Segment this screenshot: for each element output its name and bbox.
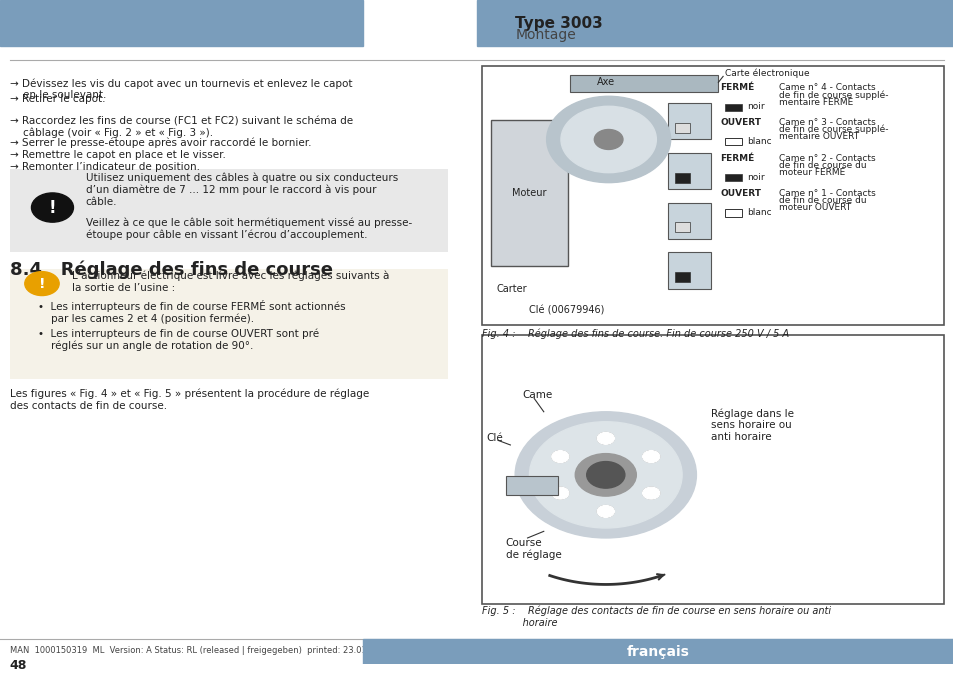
Text: Type 3003: Type 3003	[515, 15, 602, 31]
Bar	[724, 104, 741, 111]
Bar	[724, 209, 741, 217]
Text: Clé: Clé	[486, 433, 503, 444]
Bar	[675, 173, 689, 182]
Text: Réglage dans le
sens horaire ou
anti horaire: Réglage dans le sens horaire ou anti hor…	[710, 409, 793, 442]
Text: noir: noir	[746, 173, 763, 182]
Text: Came n° 2 - Contacts: Came n° 2 - Contacts	[779, 153, 875, 163]
Bar	[570, 75, 718, 92]
Circle shape	[25, 272, 59, 295]
Text: de fin de course supplé-: de fin de course supplé-	[779, 90, 888, 100]
Text: blanc: blanc	[746, 208, 771, 217]
Text: Clé (00679946): Clé (00679946)	[529, 306, 604, 316]
Circle shape	[515, 412, 696, 538]
Text: Utilisez uniquement des câbles à quatre ou six conducteurs
d’un diamètre de 7 ..: Utilisez uniquement des câbles à quatre …	[86, 173, 397, 207]
Circle shape	[597, 432, 614, 444]
Text: moteur OUVERT: moteur OUVERT	[779, 203, 851, 213]
Text: mentaire OUVERT: mentaire OUVERT	[779, 133, 859, 141]
Circle shape	[594, 129, 622, 149]
Text: Came n° 1 - Contacts: Came n° 1 - Contacts	[779, 188, 875, 198]
Bar	[362, 639, 953, 664]
FancyBboxPatch shape	[481, 67, 943, 326]
Text: MAN  1000150319  ML  Version: A Status: RL (released | freigegeben)  printed: 23: MAN 1000150319 ML Version: A Status: RL …	[10, 646, 390, 656]
Text: → Raccordez les fins de course (FC1 et FC2) suivant le schéma de
    câblage (vo: → Raccordez les fins de course (FC1 et F…	[10, 116, 353, 139]
Bar	[505, 476, 558, 495]
Text: Carter: Carter	[496, 284, 526, 294]
FancyBboxPatch shape	[10, 269, 448, 379]
Text: → Retirer le capot.: → Retirer le capot.	[10, 94, 105, 104]
Text: L’actionneur électrique est livré avec les réglages suivants à
la sortie de l’us: L’actionneur électrique est livré avec l…	[71, 271, 389, 293]
Text: blanc: blanc	[746, 137, 771, 146]
Text: Course
de réglage: Course de réglage	[505, 538, 560, 560]
Text: Fig. 5 :    Réglage des contacts de fin de course en sens horaire ou anti
      : Fig. 5 : Réglage des contacts de fin de …	[481, 606, 830, 628]
Text: Moteur: Moteur	[512, 188, 546, 198]
Text: OUVERT: OUVERT	[720, 188, 760, 198]
Circle shape	[642, 487, 659, 499]
Text: !: !	[39, 277, 45, 291]
Text: Montage: Montage	[515, 28, 576, 42]
Bar	[667, 203, 710, 239]
Bar	[0, 0, 362, 46]
Bar	[675, 123, 689, 133]
Text: → Dévissez les vis du capot avec un tournevis et enlevez le capot
    en le soul: → Dévissez les vis du capot avec un tour…	[10, 78, 352, 100]
Text: FLUID CONTROL SYSTEMS: FLUID CONTROL SYSTEMS	[132, 34, 231, 43]
FancyBboxPatch shape	[481, 335, 943, 604]
Circle shape	[586, 462, 624, 488]
Bar	[675, 223, 689, 232]
Text: de fin de course du: de fin de course du	[779, 196, 866, 205]
Circle shape	[560, 106, 656, 173]
Text: Came n° 3 - Contacts: Came n° 3 - Contacts	[779, 118, 875, 127]
Bar	[491, 120, 567, 266]
Circle shape	[551, 487, 568, 499]
Text: OUVERT: OUVERT	[720, 118, 760, 127]
Bar	[667, 252, 710, 289]
Text: de fin de course supplé-: de fin de course supplé-	[779, 125, 888, 134]
Text: → Serrer le presse-étoupe après avoir raccordé le bornier.: → Serrer le presse-étoupe après avoir ra…	[10, 137, 311, 148]
Bar	[724, 174, 741, 181]
Bar	[667, 103, 710, 139]
Text: bürkert: bürkert	[134, 18, 228, 38]
Text: Veillez à ce que le câble soit hermétiquement vissé au presse-
étoupe pour câble: Veillez à ce que le câble soit hermétiqu…	[86, 217, 412, 240]
Text: FERMÉ: FERMÉ	[720, 83, 754, 92]
Text: → Remettre le capot en place et le visser.: → Remettre le capot en place et le visse…	[10, 150, 225, 160]
Bar	[724, 138, 741, 145]
Circle shape	[546, 96, 670, 182]
Text: Les figures « Fig. 4 » et « Fig. 5 » présentent la procédure de réglage
des cont: Les figures « Fig. 4 » et « Fig. 5 » pré…	[10, 388, 369, 411]
Text: mentaire FERMÉ: mentaire FERMÉ	[779, 98, 853, 107]
Text: · · · ·: · · · ·	[159, 16, 180, 26]
Text: Fig. 4 :    Réglage des fins de course. Fin de course 250 V / 5 A: Fig. 4 : Réglage des fins de course. Fin…	[481, 328, 788, 339]
Text: Carte électronique: Carte électronique	[724, 69, 809, 79]
Circle shape	[551, 451, 568, 462]
Text: de fin de course du: de fin de course du	[779, 161, 866, 170]
Text: •  Les interrupteurs de fin de course OUVERT sont pré
    réglés sur un angle de: • Les interrupteurs de fin de course OUV…	[38, 328, 319, 351]
Text: !: !	[49, 199, 56, 217]
Circle shape	[31, 193, 73, 222]
Text: Came n° 4 - Contacts: Came n° 4 - Contacts	[779, 83, 875, 92]
FancyBboxPatch shape	[10, 170, 448, 252]
Bar	[675, 273, 689, 282]
Text: 8.4   Réglage des fins de course: 8.4 Réglage des fins de course	[10, 260, 333, 279]
Text: Axe: Axe	[597, 77, 614, 87]
Bar	[667, 153, 710, 189]
Circle shape	[597, 505, 614, 518]
Text: → Remonter l’indicateur de position.: → Remonter l’indicateur de position.	[10, 162, 199, 172]
Text: moteur FERMÉ: moteur FERMÉ	[779, 168, 844, 177]
Text: 48: 48	[10, 659, 27, 672]
Text: •  Les interrupteurs de fin de course FERMÉ sont actionnés
    par les cames 2 e: • Les interrupteurs de fin de course FER…	[38, 299, 345, 324]
Text: FERMÉ: FERMÉ	[720, 153, 754, 163]
Circle shape	[529, 422, 681, 528]
Text: français: français	[626, 645, 689, 658]
Text: noir: noir	[746, 102, 763, 112]
Circle shape	[642, 451, 659, 462]
Bar	[476, 0, 953, 46]
Text: Came: Came	[522, 390, 553, 400]
Circle shape	[575, 454, 636, 496]
